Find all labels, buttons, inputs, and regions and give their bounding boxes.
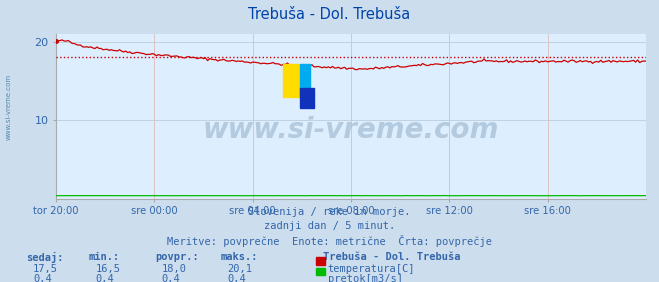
- Text: pretok[m3/s]: pretok[m3/s]: [328, 274, 403, 282]
- Text: www.si-vreme.com: www.si-vreme.com: [5, 74, 11, 140]
- Text: Meritve: povprečne  Enote: metrične  Črta: povprečje: Meritve: povprečne Enote: metrične Črta:…: [167, 235, 492, 248]
- Text: 0,4: 0,4: [161, 274, 180, 282]
- Text: Slovenija / reke in morje.: Slovenija / reke in morje.: [248, 207, 411, 217]
- Text: Trebuša - Dol. Trebuša: Trebuša - Dol. Trebuša: [323, 252, 461, 262]
- Text: 16,5: 16,5: [96, 264, 121, 274]
- Text: 0,4: 0,4: [96, 274, 114, 282]
- Text: zadnji dan / 5 minut.: zadnji dan / 5 minut.: [264, 221, 395, 231]
- Text: maks.:: maks.:: [221, 252, 258, 262]
- Text: 17,5: 17,5: [33, 264, 58, 274]
- Text: 0,4: 0,4: [227, 274, 246, 282]
- Text: temperatura[C]: temperatura[C]: [328, 264, 415, 274]
- Text: 20,1: 20,1: [227, 264, 252, 274]
- Text: min.:: min.:: [89, 252, 120, 262]
- Text: 18,0: 18,0: [161, 264, 186, 274]
- Bar: [283, 63, 300, 96]
- Text: Trebuša - Dol. Trebuša: Trebuša - Dol. Trebuša: [248, 7, 411, 22]
- Text: sedaj:: sedaj:: [26, 252, 64, 263]
- Text: 0,4: 0,4: [33, 274, 51, 282]
- Text: povpr.:: povpr.:: [155, 252, 198, 262]
- Bar: [300, 63, 310, 96]
- Text: www.si-vreme.com: www.si-vreme.com: [203, 116, 499, 144]
- Bar: [300, 88, 314, 108]
